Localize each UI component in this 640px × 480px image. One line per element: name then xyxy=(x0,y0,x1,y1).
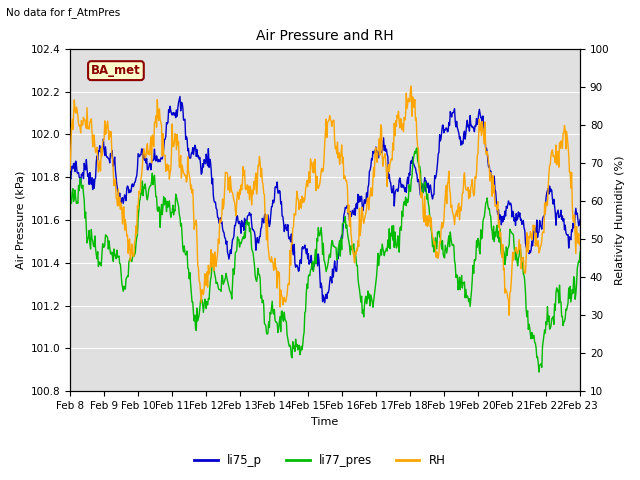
Text: BA_met: BA_met xyxy=(91,64,141,77)
Text: No data for f_AtmPres: No data for f_AtmPres xyxy=(6,7,121,18)
Y-axis label: Air Pressure (kPa): Air Pressure (kPa) xyxy=(15,171,25,269)
Y-axis label: Relativity Humidity (%): Relativity Humidity (%) xyxy=(615,155,625,285)
Title: Air Pressure and RH: Air Pressure and RH xyxy=(256,29,394,43)
X-axis label: Time: Time xyxy=(312,417,339,427)
Legend: li75_p, li77_pres, RH: li75_p, li77_pres, RH xyxy=(189,449,451,472)
